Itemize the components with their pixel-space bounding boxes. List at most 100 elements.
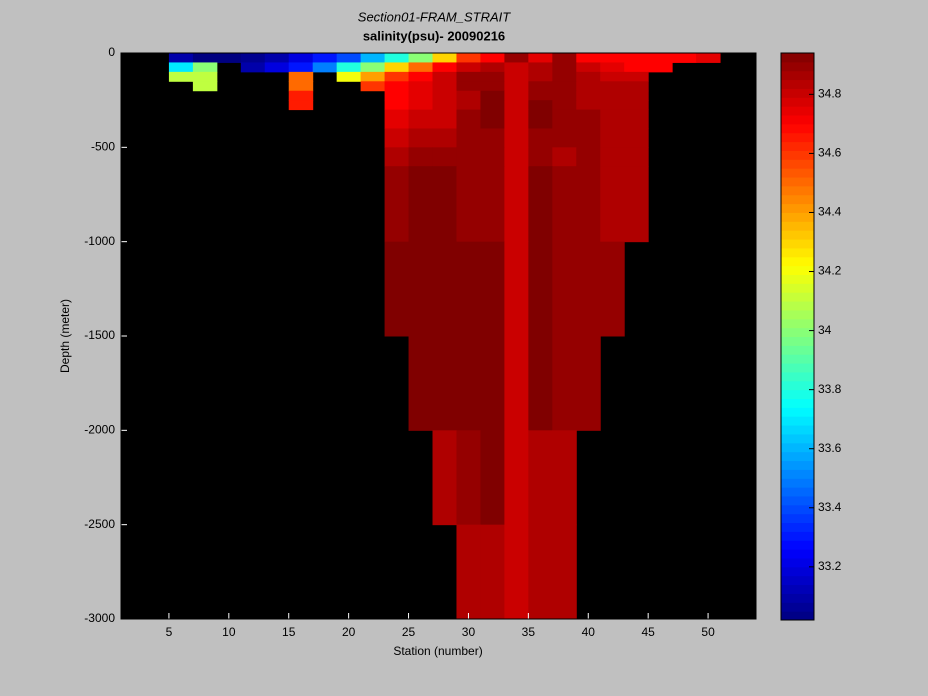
colorbar-band [781, 265, 814, 275]
plot-frame [120, 52, 757, 620]
heatmap-cell [360, 71, 386, 82]
heatmap-cell [528, 62, 553, 73]
colorbar-band [781, 150, 814, 160]
colorbar-band [781, 416, 814, 426]
colorbar-band [781, 221, 814, 231]
heatmap-cell [600, 71, 625, 82]
heatmap-cell [528, 430, 553, 526]
colorbar-band [781, 177, 814, 187]
colorbar-band [781, 239, 814, 249]
heatmap-cell [192, 81, 218, 92]
colorbar-tick-label: 34.2 [818, 264, 842, 278]
x-tick-label: 40 [582, 625, 596, 639]
heatmap-cell [456, 241, 481, 337]
x-tick-label: 20 [342, 625, 356, 639]
heatmap-cell [456, 90, 481, 101]
heatmap-cell [288, 53, 314, 63]
heatmap-cell [384, 166, 410, 243]
heatmap-cell [408, 90, 434, 101]
x-tick-label: 30 [462, 625, 476, 639]
colorbar-band [781, 159, 814, 169]
heatmap-cell [384, 128, 410, 148]
y-tick-label: 0 [108, 45, 115, 59]
heatmap-cell [408, 71, 434, 82]
y-tick-label: -3000 [84, 611, 115, 625]
heatmap-cell [648, 62, 673, 73]
colorbar-tick-label: 34.4 [818, 205, 842, 219]
heatmap-cell [456, 81, 481, 92]
colorbar-band [781, 522, 814, 532]
heatmap-cell [504, 147, 529, 167]
colorbar-band [781, 283, 814, 293]
heatmap-cell [672, 53, 697, 63]
heatmap-cell [624, 100, 649, 111]
colorbar-band [781, 451, 814, 462]
heatmap-cell [480, 147, 505, 167]
colorbar-tick-label: 34.8 [818, 87, 842, 101]
heatmap-cell [624, 81, 649, 92]
colorbar-band [781, 566, 814, 577]
heatmap-cell [576, 62, 601, 73]
heatmap-cell [504, 100, 529, 111]
heatmap-cell [552, 336, 577, 431]
x-tick-label: 5 [166, 625, 173, 639]
colorbar-band [781, 513, 814, 524]
heatmap-cell [600, 90, 625, 101]
heatmap-cell [432, 147, 457, 167]
heatmap-cell [240, 62, 266, 73]
heatmap-cell [264, 62, 290, 73]
heatmap-cell [624, 71, 649, 82]
colorbar-band [781, 327, 814, 337]
heatmap-cell [384, 62, 410, 73]
heatmap-cell [456, 524, 481, 620]
heatmap-cell [432, 166, 457, 243]
heatmap-cell [528, 524, 553, 620]
x-tick-label: 10 [222, 625, 236, 639]
y-tick-label: -2500 [84, 517, 115, 531]
heatmap-cell [600, 109, 625, 129]
heatmap-cell [384, 71, 410, 82]
heatmap-cell [240, 53, 266, 63]
heatmap-cell [576, 81, 601, 92]
colorbar-band [781, 345, 814, 355]
heatmap-cell [504, 430, 529, 526]
colorbar-band [781, 336, 814, 346]
heatmap-cell [408, 109, 434, 129]
heatmap-cell [552, 81, 577, 92]
heatmap-cell [528, 81, 553, 92]
heatmap-cell [336, 62, 362, 73]
x-tick-label: 25 [402, 625, 416, 639]
heatmap-cell [480, 90, 505, 101]
heatmap-cell [600, 241, 625, 337]
heatmap-cell [432, 241, 457, 337]
heatmap-cell [504, 81, 529, 92]
x-tick-label: 45 [641, 625, 655, 639]
colorbar-band [781, 230, 814, 240]
heatmap-cell [528, 147, 553, 167]
heatmap-cell [600, 147, 625, 167]
colorbar-band [781, 309, 814, 320]
heatmap-cell [384, 100, 410, 111]
heatmap-cell [576, 90, 601, 101]
colorbar-band [781, 141, 814, 151]
colorbar-band [781, 88, 814, 98]
heatmap-cell [408, 81, 434, 92]
heatmap-cell [384, 109, 410, 129]
colorbar-band [781, 354, 814, 364]
colorbar-band [781, 398, 814, 408]
chart-title: Section01-FRAM_STRAIT [358, 9, 511, 24]
heatmap-cell [528, 128, 553, 148]
heatmap-cell [552, 62, 577, 73]
heatmap-cell [456, 147, 481, 167]
heatmap-cell [504, 336, 529, 431]
heatmap-cell [432, 336, 457, 431]
heatmap-cell [576, 128, 601, 148]
heatmap-cell [552, 90, 577, 101]
heatmap-cell [624, 62, 649, 73]
heatmap-cell [504, 166, 529, 243]
heatmap-cell [312, 62, 338, 73]
colorbar-band [781, 203, 814, 213]
heatmap-cell [552, 71, 577, 82]
colorbar-band [781, 70, 814, 81]
heatmap-cell [576, 71, 601, 82]
